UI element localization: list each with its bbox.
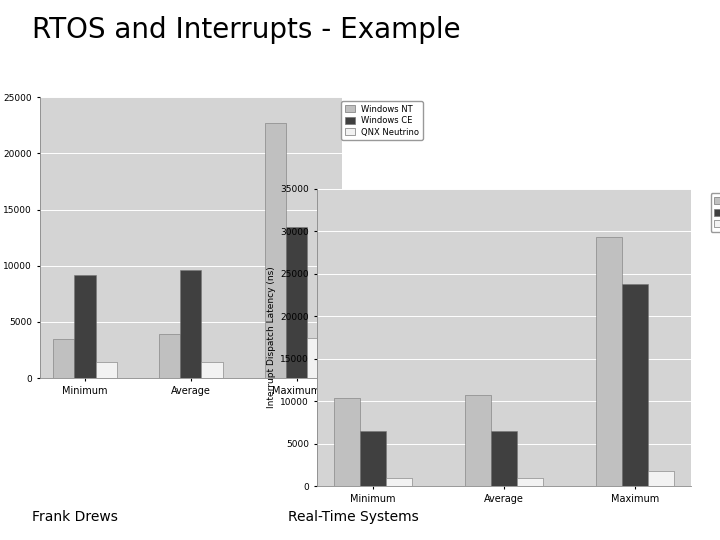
Bar <box>386 478 413 486</box>
Bar <box>491 431 517 486</box>
Legend: Windows NT, Windows CE, QNX Neutrino: Windows NT, Windows CE, QNX Neutrino <box>711 193 720 232</box>
Bar <box>265 123 286 378</box>
Bar <box>96 362 117 378</box>
Bar <box>74 275 96 378</box>
Bar <box>334 398 360 486</box>
Y-axis label: Interrupt Dispatch Latency (ns): Interrupt Dispatch Latency (ns) <box>267 267 276 408</box>
Bar <box>53 339 74 378</box>
Bar <box>202 362 222 378</box>
Bar <box>622 284 648 486</box>
Bar <box>286 227 307 378</box>
Text: RTOS and Interrupts - Example: RTOS and Interrupts - Example <box>32 16 461 44</box>
Legend: Windows NT, Windows CE, QNX Neutrino: Windows NT, Windows CE, QNX Neutrino <box>341 102 423 140</box>
Bar <box>360 431 386 486</box>
Bar <box>307 338 328 378</box>
Bar <box>464 395 491 486</box>
Text: Real-Time Systems: Real-Time Systems <box>288 510 419 524</box>
Bar <box>595 238 622 486</box>
Bar <box>648 471 674 486</box>
Bar <box>517 477 544 486</box>
Bar <box>180 270 202 378</box>
Bar <box>159 334 180 378</box>
Text: Frank Drews: Frank Drews <box>32 510 118 524</box>
